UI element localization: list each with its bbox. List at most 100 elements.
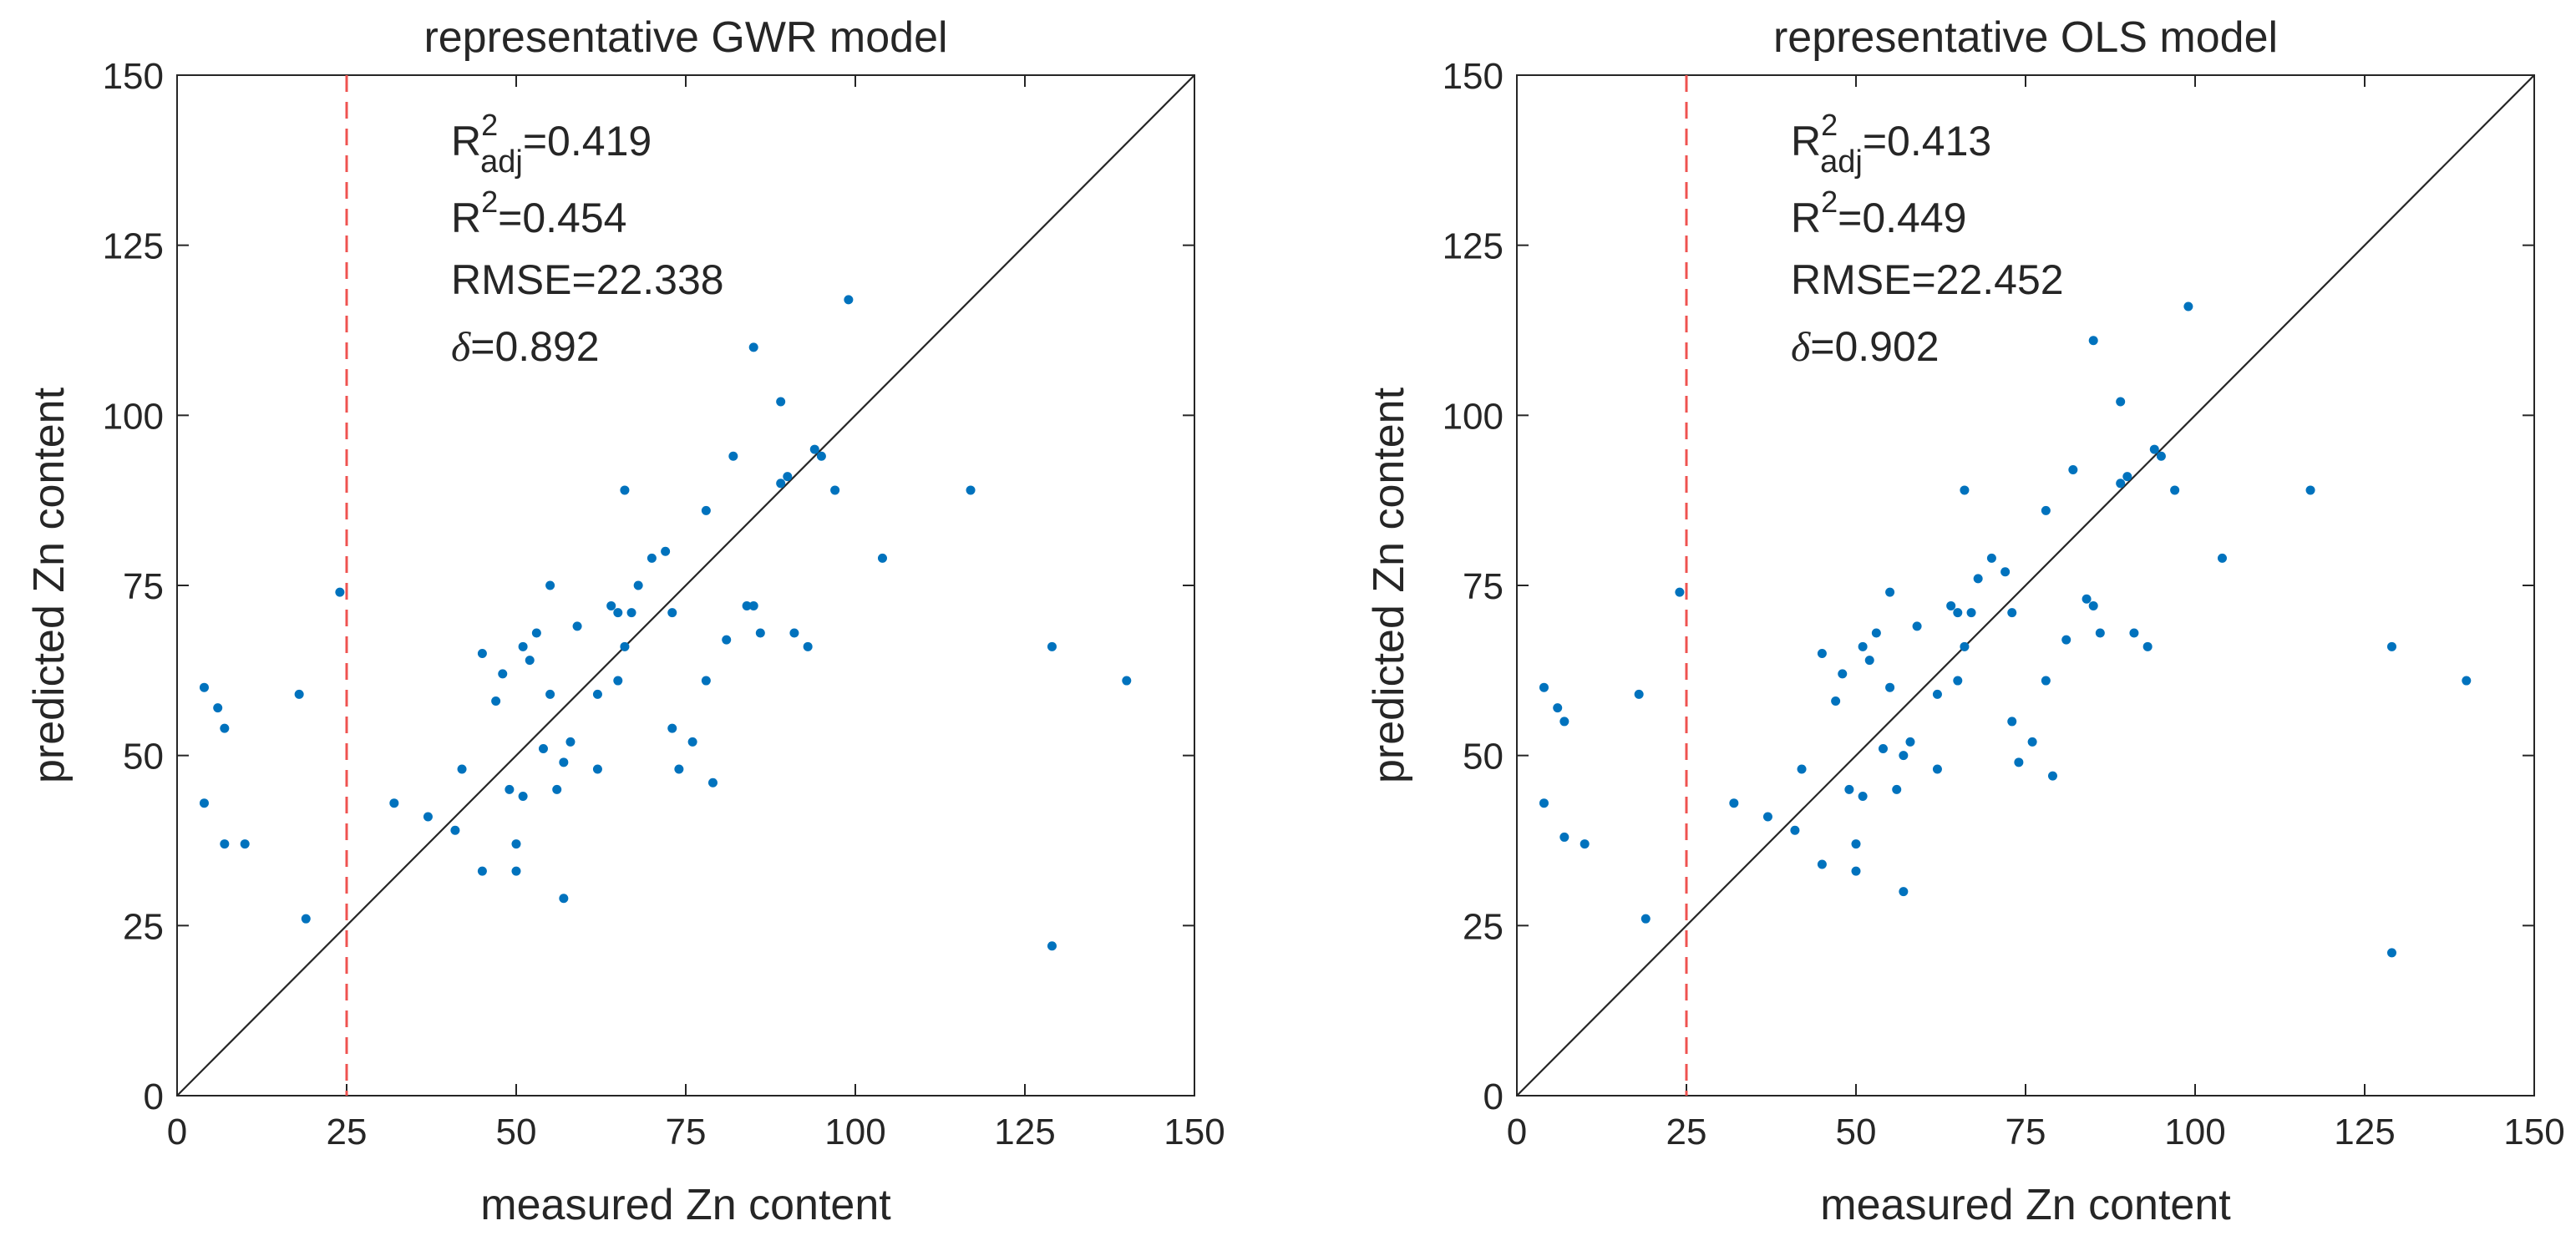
- data-point: [2156, 451, 2166, 461]
- data-point: [199, 798, 209, 808]
- data-point: [1932, 764, 1942, 774]
- data-point: [2088, 600, 2098, 610]
- data-point: [2014, 757, 2024, 767]
- data-point: [1817, 648, 1827, 658]
- data-point: [1878, 744, 1888, 754]
- data-point: [816, 451, 826, 461]
- y-tick-label: 100: [103, 396, 164, 437]
- r2-adj-sub: adj: [480, 144, 523, 180]
- data-point: [1539, 798, 1549, 808]
- rmse-stat: RMSE=22.338: [451, 256, 724, 303]
- data-point: [1851, 839, 1861, 849]
- y-tick-label: 75: [123, 566, 164, 607]
- data-point: [572, 621, 582, 631]
- data-point: [1675, 587, 1685, 597]
- data-point: [199, 682, 209, 692]
- delta-symbol: δ: [451, 323, 471, 370]
- y-axis-label: predicted Zn content: [25, 387, 74, 783]
- data-point: [1553, 703, 1563, 713]
- chart-title: representative OLS model: [1773, 13, 2278, 62]
- x-tick-label: 150: [1164, 1112, 1225, 1152]
- data-points: [199, 295, 1132, 951]
- y-tick-label: 150: [103, 56, 164, 97]
- data-point: [1912, 621, 1922, 631]
- y-tick-label: 125: [103, 226, 164, 267]
- data-point: [1047, 641, 1057, 651]
- r2-value: =0.454: [498, 195, 626, 241]
- y-tick-label: 25: [1463, 906, 1504, 947]
- data-point: [776, 479, 786, 489]
- data-point: [1932, 689, 1942, 699]
- data-point: [477, 648, 487, 658]
- data-points: [1539, 301, 2472, 958]
- data-point: [613, 676, 623, 686]
- data-point: [220, 839, 230, 849]
- data-point: [1986, 553, 1996, 563]
- r2-value: =0.449: [1838, 195, 1966, 241]
- data-point: [1634, 689, 1644, 699]
- data-point: [1851, 866, 1861, 876]
- data-point: [1953, 676, 1963, 686]
- delta-symbol: δ: [1791, 323, 1811, 370]
- data-point: [2386, 641, 2396, 651]
- data-point: [1905, 737, 1915, 747]
- data-point: [525, 656, 535, 666]
- x-tick-label: 100: [824, 1112, 885, 1152]
- r2-stat: R2=0.449: [1791, 185, 1966, 241]
- data-point: [389, 798, 399, 808]
- data-point: [2129, 628, 2139, 638]
- data-point: [606, 600, 616, 610]
- data-point: [2217, 553, 2227, 563]
- data-point: [620, 641, 630, 651]
- data-point: [2082, 594, 2092, 604]
- data-point: [1960, 641, 1970, 651]
- data-point: [722, 635, 732, 645]
- data-point: [1885, 587, 1895, 597]
- data-point: [511, 839, 521, 849]
- data-point: [2095, 628, 2105, 638]
- r2-sup: 2: [1821, 185, 1838, 219]
- rmse-stat: RMSE=22.452: [1791, 256, 2064, 303]
- data-point: [1960, 485, 1970, 495]
- data-point: [742, 600, 752, 610]
- x-tick-label: 0: [167, 1112, 187, 1152]
- data-point: [809, 444, 819, 454]
- data-point: [423, 812, 433, 822]
- data-point: [2061, 635, 2071, 645]
- data-point: [1122, 676, 1132, 686]
- data-point: [674, 764, 684, 774]
- data-point: [2170, 485, 2180, 495]
- x-tick-label: 150: [2503, 1112, 2564, 1152]
- data-point: [220, 723, 230, 733]
- data-point: [1858, 792, 1868, 802]
- r2-sup: 2: [481, 185, 498, 219]
- data-point: [620, 485, 630, 495]
- data-point: [2007, 717, 2017, 727]
- x-tick-label: 125: [994, 1112, 1055, 1152]
- data-point: [294, 689, 304, 699]
- data-point: [1762, 812, 1772, 822]
- data-point: [1858, 641, 1868, 651]
- identity-line: [176, 74, 1195, 1097]
- data-point: [538, 744, 548, 754]
- data-point: [559, 894, 569, 904]
- data-point: [966, 485, 976, 495]
- y-tick-label: 125: [1443, 226, 1504, 267]
- delta-stat: δ=0.892: [451, 323, 600, 370]
- data-point: [565, 737, 576, 747]
- identity-line: [1516, 74, 2535, 1097]
- x-tick-label: 25: [1666, 1112, 1707, 1152]
- delta-stat: δ=0.902: [1791, 323, 1940, 370]
- x-tick-label: 75: [2006, 1112, 2046, 1152]
- data-point: [707, 777, 718, 788]
- data-point: [559, 757, 569, 767]
- data-point: [830, 485, 840, 495]
- data-point: [613, 608, 623, 618]
- data-point: [1790, 825, 1800, 835]
- data-point: [1797, 764, 1807, 774]
- data-point: [1640, 914, 1651, 924]
- y-axis: 0 25 50 75 100 125 150: [103, 56, 1194, 1117]
- data-point: [1973, 574, 1983, 584]
